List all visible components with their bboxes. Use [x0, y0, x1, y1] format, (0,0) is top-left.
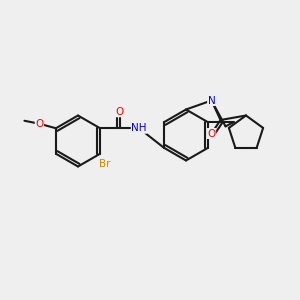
- Text: NH: NH: [131, 123, 147, 133]
- Text: Br: Br: [99, 159, 110, 169]
- Text: O: O: [35, 119, 44, 129]
- Text: O: O: [207, 128, 216, 139]
- Text: O: O: [116, 107, 124, 117]
- Text: N: N: [208, 95, 215, 106]
